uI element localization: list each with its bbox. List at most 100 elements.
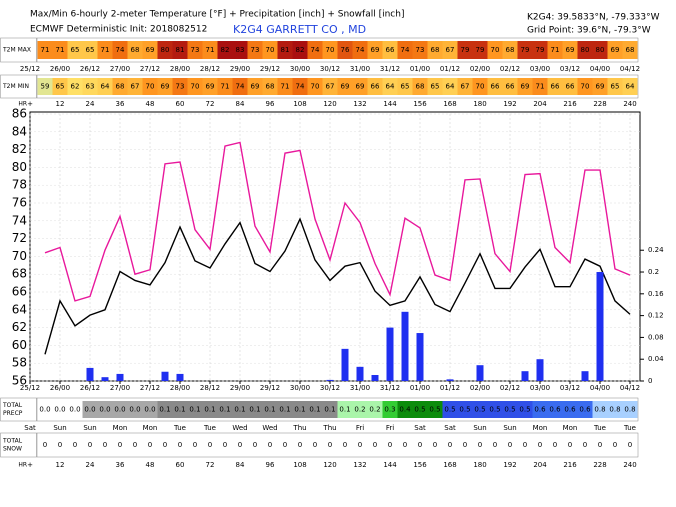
- row-label: T2M MIN: [2, 83, 29, 90]
- hr-label: 168: [443, 461, 456, 469]
- cell-value: 0.1: [264, 406, 275, 414]
- cell-value: 79: [536, 46, 545, 54]
- cell: [532, 401, 548, 418]
- plot-frame: [29, 111, 641, 382]
- cell-value: 0: [538, 441, 542, 449]
- precip-bar: [476, 365, 484, 381]
- cell-value: 65: [401, 83, 410, 91]
- precip-bar: [326, 379, 334, 381]
- precip-bar: [416, 333, 424, 381]
- cell: [487, 401, 503, 418]
- cell: [457, 41, 473, 59]
- cell-value: 0.6: [549, 406, 561, 414]
- hr-label: 72: [206, 461, 215, 469]
- cell: [187, 78, 203, 95]
- cell: [322, 436, 338, 454]
- hr-label: 180: [473, 461, 486, 469]
- cell: [442, 401, 458, 418]
- cell: [52, 436, 68, 454]
- cell: [217, 436, 233, 454]
- day-label: Sat: [444, 424, 456, 432]
- cell-value: 81: [176, 46, 185, 54]
- cell-value: 0.0: [129, 406, 140, 414]
- cell: [487, 78, 503, 95]
- cell: [127, 401, 143, 418]
- day-label: Thu: [292, 424, 306, 432]
- hr-label: 108: [293, 461, 306, 469]
- date-label: 28/00: [170, 65, 190, 73]
- cell: [187, 436, 203, 454]
- cell-value: 67: [131, 83, 140, 91]
- hr-label: 132: [353, 100, 366, 108]
- cell-value: 0: [508, 441, 512, 449]
- cell: [157, 436, 173, 454]
- cell: [337, 41, 353, 59]
- cell-value: 0.4: [399, 406, 411, 414]
- x-tick-label: 26/00: [50, 384, 70, 392]
- y-tick-label: 82: [12, 142, 27, 156]
- cell: [67, 41, 83, 59]
- cell-value: 0.0: [39, 406, 50, 414]
- cell: [472, 401, 488, 418]
- cell-value: 73: [251, 46, 260, 54]
- cell: [37, 401, 53, 418]
- cell: [52, 401, 68, 418]
- cell-value: 66: [386, 46, 395, 54]
- cell-value: 0: [403, 441, 407, 449]
- cell: [472, 41, 488, 59]
- precip-bar: [386, 327, 394, 381]
- cell: [592, 78, 608, 95]
- cell: [577, 401, 593, 418]
- cell-value: 71: [41, 46, 50, 54]
- day-label: Sun: [473, 424, 486, 432]
- day-label: Sun: [83, 424, 96, 432]
- cell-value: 0.1: [249, 406, 260, 414]
- cell: [262, 41, 278, 59]
- cell: [622, 436, 638, 454]
- cell-value: 69: [371, 46, 380, 54]
- hr-label: 156: [413, 100, 427, 108]
- day-label: Sun: [53, 424, 66, 432]
- date-label: 30/12: [320, 65, 340, 73]
- cell-value: 63: [86, 83, 95, 91]
- date-label: 02/12: [500, 65, 520, 73]
- cell: [157, 78, 173, 95]
- hr-label: 48: [146, 461, 155, 469]
- hr-label: 228: [593, 461, 606, 469]
- hr-label: 96: [266, 100, 275, 108]
- cell-value: 69: [596, 83, 605, 91]
- cell: [292, 401, 308, 418]
- hr-label: 144: [383, 461, 397, 469]
- cell-value: 0: [433, 441, 437, 449]
- cell: [577, 436, 593, 454]
- x-tick-label: 03/12: [560, 384, 580, 392]
- hr-label: 168: [443, 100, 456, 108]
- x-tick-label: 29/00: [230, 384, 250, 392]
- cell-value: 0.5: [489, 406, 500, 414]
- cell-value: 0: [268, 441, 272, 449]
- cell-value: 71: [206, 46, 215, 54]
- hr-label: +: [27, 100, 33, 108]
- cell: [277, 436, 293, 454]
- hr-label: 132: [353, 461, 366, 469]
- hr-label: 192: [503, 461, 516, 469]
- cell: [517, 436, 533, 454]
- cell-value: 0.1: [189, 406, 200, 414]
- cell: [547, 41, 563, 59]
- hr-label: 84: [236, 100, 245, 108]
- cell: [457, 78, 473, 95]
- day-label: Tue: [623, 424, 636, 432]
- cell: [127, 78, 143, 95]
- cell-value: 0: [313, 441, 317, 449]
- cell: [202, 78, 218, 95]
- hr-label: 120: [323, 461, 336, 469]
- x-tick-label: 31/00: [350, 384, 370, 392]
- y-tick-label: 72: [12, 231, 27, 245]
- cell: [427, 78, 443, 95]
- y-tick-label: 62: [12, 320, 27, 334]
- date-label: 01/00: [410, 65, 430, 73]
- cell-value: 80: [161, 46, 170, 54]
- cell-value: 64: [386, 83, 395, 91]
- y2-tick-label: 0.04: [648, 355, 664, 363]
- cell: [532, 78, 548, 95]
